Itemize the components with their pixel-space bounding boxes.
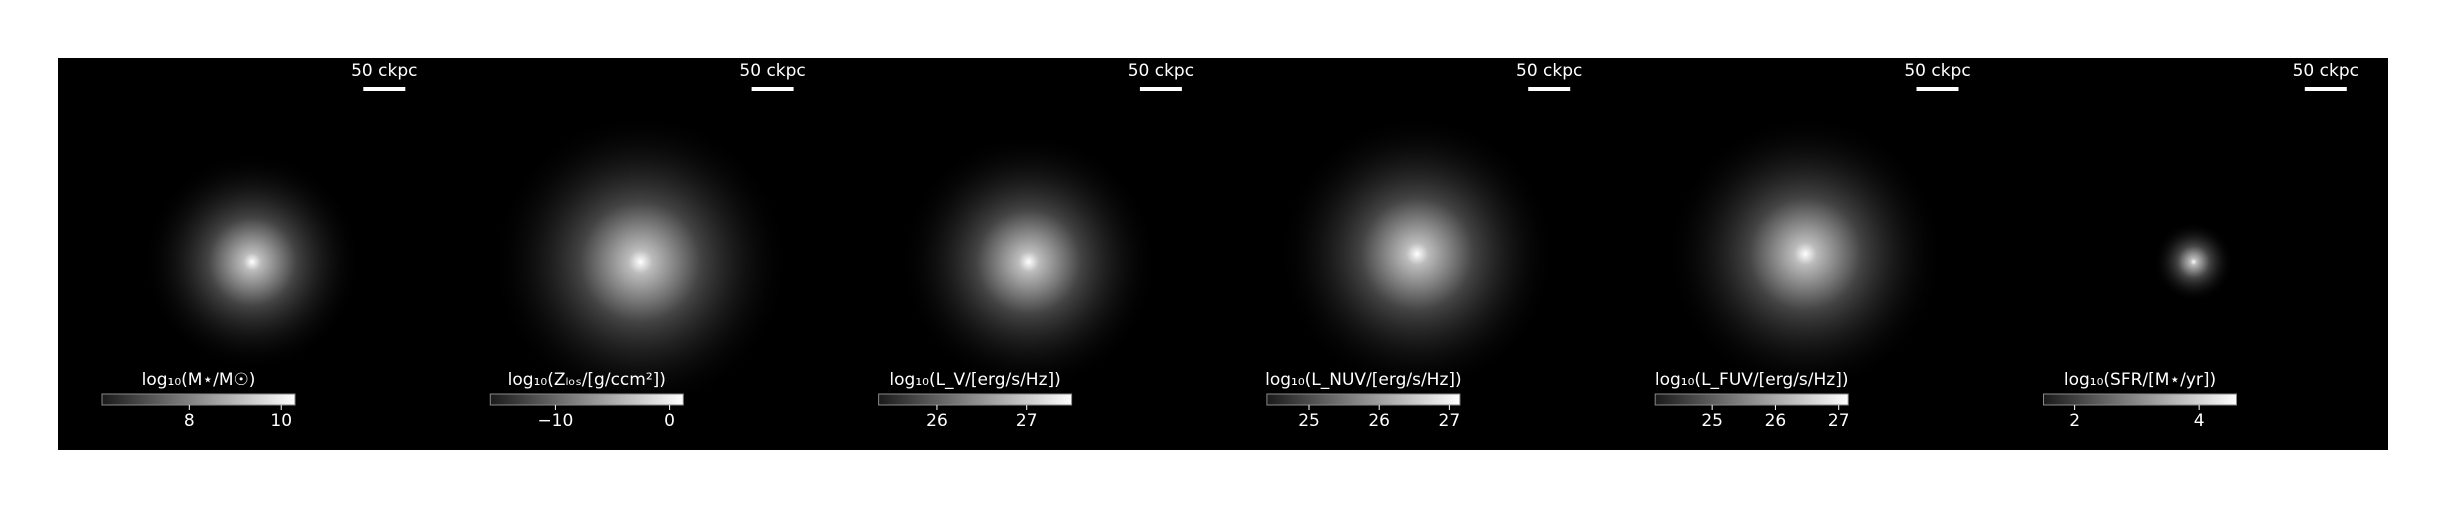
galaxy-image xyxy=(142,151,363,372)
image-background xyxy=(58,58,2388,450)
scale-bar-label: 50 ckpc xyxy=(1128,61,1194,81)
galaxy-image xyxy=(1665,114,1946,394)
colorbar-tick-label: 8 xyxy=(184,411,195,431)
colorbar-tick-label: 27 xyxy=(1439,411,1461,431)
colorbar-label: log₁₀(L_V/[erg/s/Hz]) xyxy=(889,370,1060,390)
colorbar-label: log₁₀(L_FUV/[erg/s/Hz]) xyxy=(1655,370,1849,390)
galaxy-image xyxy=(490,111,791,412)
colorbar-tick-label: −10 xyxy=(537,411,573,431)
colorbar-label: log₁₀(SFR/[M⋆/yr]) xyxy=(2064,370,2216,390)
colorbar xyxy=(1266,393,1461,406)
colorbar-tick-label: 25 xyxy=(1298,411,1320,431)
galaxy-image xyxy=(2153,221,2234,302)
colorbar xyxy=(878,393,1073,406)
colorbar-tick-label: 27 xyxy=(1828,411,1850,431)
colorbar-tick-label: 26 xyxy=(1368,411,1390,431)
scale-bar-label: 50 ckpc xyxy=(739,61,805,81)
colorbar-tick-label: 10 xyxy=(270,411,292,431)
colorbar-tick-label: 0 xyxy=(664,411,675,431)
colorbar-label: log₁₀(Zₗₒₛ/[g/ccm²]) xyxy=(508,370,666,390)
colorbar-tick-label: 26 xyxy=(926,411,948,431)
galaxy-image xyxy=(898,131,1159,392)
colorbar-tick-label: 2 xyxy=(2069,411,2080,431)
colorbar-label: log₁₀(M⋆/M☉) xyxy=(142,370,256,390)
colorbar xyxy=(489,393,684,406)
colorbar xyxy=(101,393,296,406)
colorbar-tick-label: 26 xyxy=(1765,411,1787,431)
scale-bar-label: 50 ckpc xyxy=(1516,61,1582,81)
galaxy-image xyxy=(1277,114,1558,394)
colorbar xyxy=(1654,393,1849,406)
scale-bar-label: 50 ckpc xyxy=(1904,61,1970,81)
scale-bar-label: 50 ckpc xyxy=(351,61,417,81)
colorbar-tick-label: 27 xyxy=(1016,411,1038,431)
colorbar-tick-label: 25 xyxy=(1701,411,1723,431)
colorbar xyxy=(2043,393,2237,406)
colorbar-tick-label: 4 xyxy=(2194,411,2205,431)
colorbar-label: log₁₀(L_NUV/[erg/s/Hz]) xyxy=(1265,370,1462,390)
scale-bar-label: 50 ckpc xyxy=(2293,61,2359,81)
